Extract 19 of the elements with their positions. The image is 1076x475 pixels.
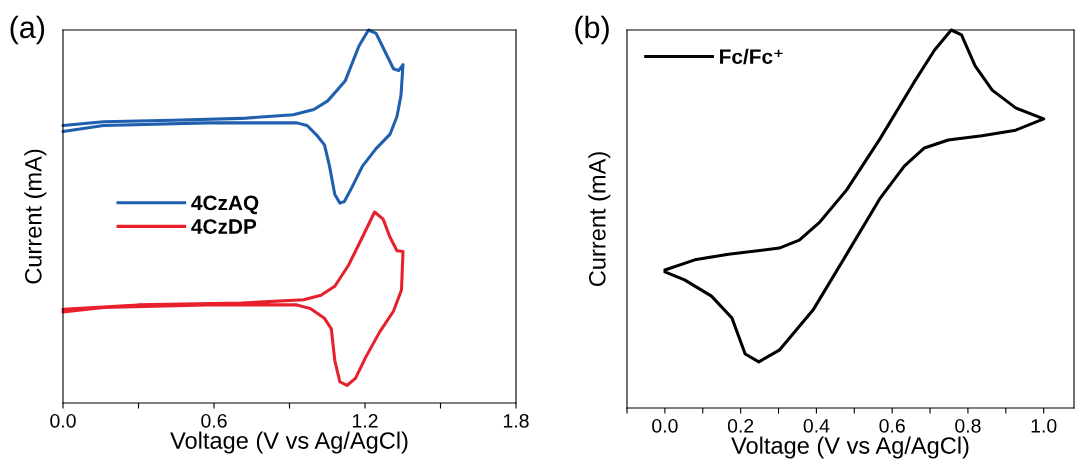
x-tick-label: 0.6: [879, 418, 905, 433]
x-axis-title: Voltage (V vs Ag/AgCl): [170, 431, 408, 454]
legend-label: 4CzDP: [191, 219, 257, 234]
legend-label: 4CzAQ: [191, 195, 259, 215]
x-tick-label: 0.4: [803, 418, 830, 433]
chart-title: (b): [575, 15, 609, 45]
x-tick-label: 0.8: [955, 418, 981, 433]
x-tick-label: 1.2: [352, 413, 378, 428]
x-tick-label: 0.0: [652, 418, 678, 433]
y-axis-title: Current (mA): [24, 149, 47, 284]
x-tick-label: 0.6: [201, 413, 227, 428]
legend-label: Fc/Fc⁺: [720, 48, 783, 65]
chart-title: (a): [10, 15, 45, 45]
x-tick-label: 0.0: [50, 413, 76, 428]
x-tick-label: 1.8: [503, 413, 529, 428]
y-axis-title: Current (mA): [588, 152, 611, 287]
x-axis-title: Voltage (V vs Ag/AgCl): [731, 436, 969, 459]
x-tick-label: 0.2: [727, 418, 754, 433]
x-tick-label: 1.0: [1031, 418, 1057, 433]
